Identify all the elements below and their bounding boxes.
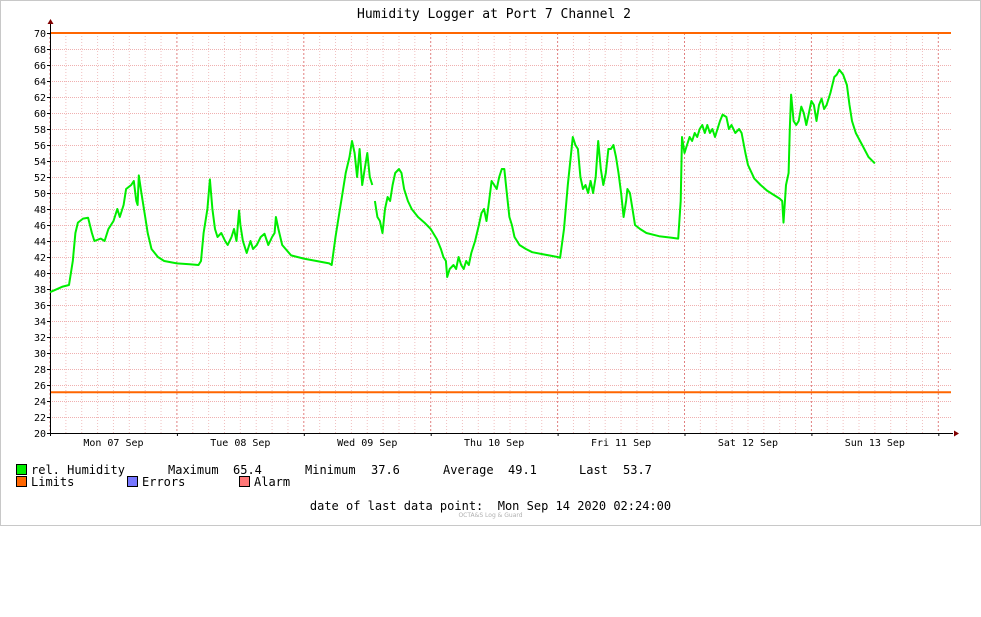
limits-legend-label: Limits	[31, 475, 75, 489]
y-tick-label: 66	[34, 61, 46, 72]
y-tick-label: 34	[34, 317, 46, 328]
maximum-value: 65.4	[233, 463, 262, 477]
humidity-chart: Humidity Logger at Port 7 Channel 2 20 22 2…	[34, 7, 959, 449]
legend-row-1: rel. Humidity Maximum 65.4 Minimum 37.6 …	[16, 463, 652, 477]
errors-swatch	[127, 476, 138, 487]
y-tick-label: 30	[34, 349, 46, 360]
average-label: Average	[443, 463, 494, 477]
y-tick-label: 50	[34, 189, 46, 200]
y-tick-label: 62	[34, 93, 46, 104]
x-axis-arrow	[954, 430, 959, 437]
y-tick-label: 20	[34, 429, 46, 440]
last-data-point: date of last data point: Mon Sep 14 2020…	[0, 499, 981, 513]
humidity-legend-label: rel. Humidity	[31, 463, 125, 477]
y-tick-label: 40	[34, 269, 46, 280]
minimum-value: 37.6	[371, 463, 400, 477]
y-tick-label: 48	[34, 205, 46, 216]
y-tick-label: 52	[34, 173, 46, 184]
limits-swatch	[16, 476, 27, 487]
chart-frame	[0, 0, 981, 526]
y-tick-label: 56	[34, 141, 46, 152]
y-tick-label: 28	[34, 365, 46, 376]
y-tick-label: 24	[34, 397, 46, 408]
y-tick-label: 64	[34, 77, 46, 88]
y-tick-label: 38	[34, 285, 46, 296]
y-tick-label: 70	[34, 29, 46, 40]
credit-text: OCTA&S Log & Guard	[458, 512, 523, 519]
last-point-label: date of last data point:	[309, 499, 484, 513]
y-tick-label: 54	[34, 157, 46, 168]
minimum-label: Minimum	[305, 463, 356, 477]
x-tick-label: Tue 08 Sep	[210, 438, 270, 449]
y-tick-label: 68	[34, 45, 46, 56]
x-tick-label: Thu 10 Sep	[464, 438, 524, 449]
maximum-label: Maximum	[168, 463, 219, 477]
average-value: 49.1	[508, 463, 537, 477]
y-tick-label: 22	[34, 413, 46, 424]
x-tick-label: Mon 07 Sep	[83, 438, 143, 449]
humidity-series-line	[373, 68, 876, 278]
last-label: Last	[579, 463, 608, 477]
x-tick-label: Fri 11 Sep	[591, 438, 651, 449]
alarm-swatch	[239, 476, 250, 487]
y-axis-arrow	[47, 19, 54, 24]
y-tick-label: 36	[34, 301, 46, 312]
alarm-legend-label: Alarm	[254, 475, 291, 489]
y-tick-label: 42	[34, 253, 46, 264]
humidity-series-line	[49, 140, 374, 294]
x-tick-label: Wed 09 Sep	[337, 438, 397, 449]
y-tick-label: 46	[34, 221, 46, 232]
y-tick-label: 58	[34, 125, 46, 136]
y-tick-label: 32	[34, 333, 46, 344]
last-value: 53.7	[623, 463, 652, 477]
errors-legend-label: Errors	[142, 475, 186, 489]
x-tick-label: Sat 12 Sep	[718, 438, 778, 449]
chart-title: Humidity Logger at Port 7 Channel 2	[357, 7, 631, 22]
legend-row-2: Limits Errors Alarm	[16, 475, 290, 489]
humidity-swatch	[16, 464, 27, 475]
last-point-value: Mon Sep 14 2020 02:24:00	[497, 499, 672, 513]
y-tick-label: 26	[34, 381, 46, 392]
y-tick-label: 44	[34, 237, 46, 248]
x-tick-label: Sun 13 Sep	[845, 438, 905, 449]
y-tick-label: 60	[34, 109, 46, 120]
